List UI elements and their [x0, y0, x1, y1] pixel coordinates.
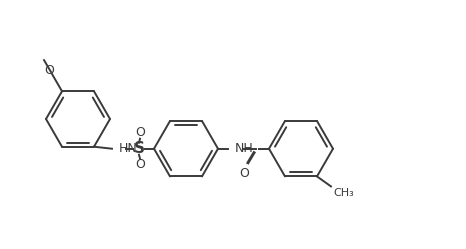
Text: O: O — [44, 64, 54, 77]
Text: S: S — [133, 141, 144, 156]
Text: HN: HN — [119, 142, 138, 155]
Text: O: O — [135, 158, 145, 171]
Text: NH: NH — [235, 142, 254, 155]
Text: O: O — [135, 126, 145, 139]
Text: CH₃: CH₃ — [333, 188, 354, 198]
Text: O: O — [239, 167, 249, 180]
